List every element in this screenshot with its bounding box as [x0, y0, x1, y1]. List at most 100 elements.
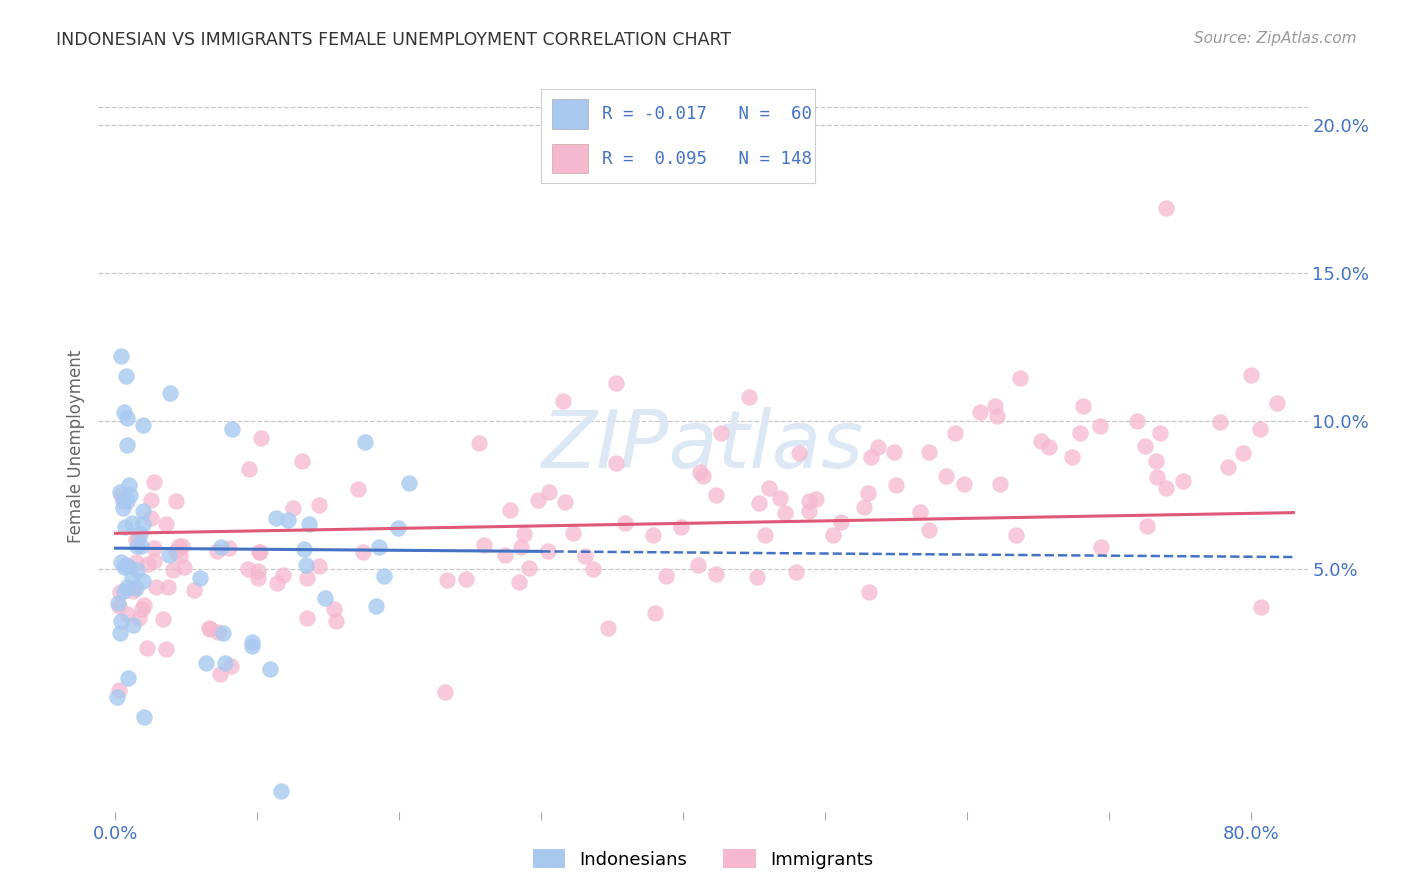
Point: [115, 558, 138, 572]
Point: [436, 573, 458, 587]
Point: [918, 523, 941, 537]
Point: [125, 563, 148, 577]
Text: Source: ZipAtlas.com: Source: ZipAtlas.com: [1194, 31, 1357, 46]
Point: [644, 607, 666, 621]
Point: [918, 445, 941, 459]
Point: [125, 555, 148, 569]
Point: [157, 548, 180, 562]
Point: [165, 544, 187, 558]
Point: [125, 539, 148, 553]
Point: [110, 555, 132, 569]
Point: [110, 614, 132, 628]
Point: [1218, 460, 1240, 475]
Point: [785, 565, 807, 579]
Point: [247, 571, 270, 585]
Point: [170, 540, 193, 554]
Point: [121, 617, 143, 632]
Point: [748, 496, 770, 510]
Point: [135, 640, 157, 655]
Point: [574, 549, 596, 563]
Point: [143, 541, 166, 556]
Point: [562, 526, 585, 541]
Point: [129, 526, 152, 541]
Point: [108, 626, 131, 640]
Point: [1209, 415, 1232, 429]
Point: [1008, 371, 1031, 385]
Point: [472, 538, 495, 552]
Point: [953, 477, 976, 491]
Point: [1171, 474, 1194, 488]
Point: [856, 486, 879, 500]
Point: [308, 559, 330, 574]
Point: [605, 376, 627, 390]
Point: [240, 635, 263, 649]
Point: [209, 540, 232, 554]
Point: [517, 560, 540, 574]
Point: [197, 621, 219, 635]
Point: [121, 570, 143, 584]
Point: [799, 504, 821, 518]
Point: [207, 624, 229, 639]
Point: [270, 784, 292, 798]
Point: [745, 569, 768, 583]
Point: [195, 656, 218, 670]
Point: [281, 500, 304, 515]
Point: [110, 488, 132, 502]
Point: [264, 511, 287, 525]
Point: [212, 625, 235, 640]
Point: [156, 580, 179, 594]
Point: [352, 544, 374, 558]
Point: [1265, 395, 1288, 409]
Point: [858, 585, 880, 599]
Point: [112, 560, 135, 574]
Point: [984, 399, 1007, 413]
Text: R = -0.017   N =  60: R = -0.017 N = 60: [602, 104, 811, 122]
Point: [115, 580, 138, 594]
Point: [738, 390, 761, 404]
Point: [183, 582, 205, 597]
Point: [132, 710, 155, 724]
Point: [935, 469, 957, 483]
Point: [250, 431, 273, 445]
Point: [943, 425, 966, 440]
Point: [105, 690, 128, 704]
Point: [277, 513, 299, 527]
Point: [883, 445, 905, 459]
Point: [124, 581, 146, 595]
Point: [129, 540, 152, 554]
Point: [1136, 519, 1159, 533]
Point: [830, 515, 852, 529]
Point: [499, 503, 522, 517]
Point: [769, 491, 792, 505]
Point: [145, 580, 167, 594]
Point: [236, 562, 259, 576]
Point: [117, 671, 139, 685]
Point: [582, 562, 605, 576]
Point: [551, 393, 574, 408]
Point: [114, 520, 136, 534]
Point: [117, 559, 139, 574]
Point: [596, 622, 619, 636]
Point: [115, 368, 138, 383]
Point: [298, 517, 321, 532]
Point: [884, 477, 907, 491]
Point: [121, 516, 143, 530]
Point: [238, 462, 260, 476]
Point: [125, 533, 148, 547]
Point: [200, 622, 222, 636]
Point: [111, 494, 134, 508]
Point: [136, 557, 159, 571]
Point: [247, 545, 270, 559]
Point: [266, 576, 288, 591]
Point: [614, 516, 637, 531]
Point: [527, 493, 550, 508]
Point: [1038, 440, 1060, 454]
Point: [117, 494, 139, 508]
Legend: Indonesians, Immigrants: Indonesians, Immigrants: [526, 842, 880, 876]
Point: [121, 584, 143, 599]
Point: [494, 549, 516, 563]
Point: [643, 527, 665, 541]
Point: [454, 572, 477, 586]
Point: [468, 435, 491, 450]
Point: [969, 405, 991, 419]
